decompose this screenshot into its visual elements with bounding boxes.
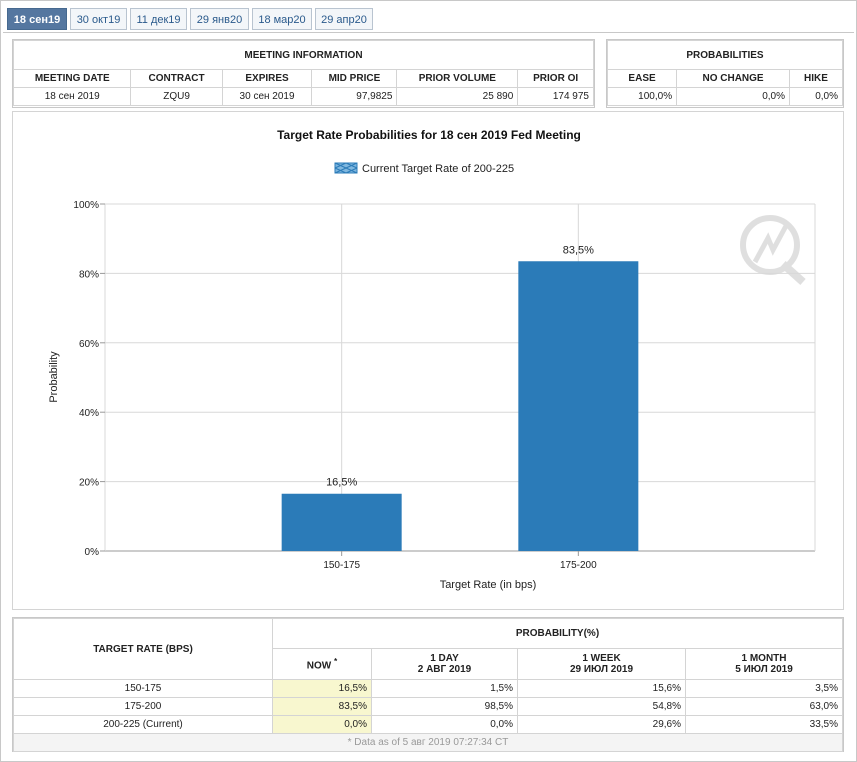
col-ease: EASE bbox=[606, 69, 678, 88]
col-1-month: 1 MONTH 5 ИЮЛ 2019 bbox=[685, 648, 843, 680]
target-rate-cell: 175-200 bbox=[13, 697, 273, 716]
tab-meeting-1[interactable]: 18 сен19 bbox=[7, 8, 67, 30]
one-day-cell: 1,5% bbox=[371, 679, 518, 698]
col-now: NOW * bbox=[272, 648, 372, 680]
col-now-label: NOW bbox=[306, 660, 332, 672]
y-tick-label: 80% bbox=[79, 269, 99, 280]
bar-series: 16,5% 83,5% bbox=[281, 244, 639, 551]
one-week-cell: 29,6% bbox=[517, 715, 686, 734]
target-rate-cell: 200-225 (Current) bbox=[13, 715, 273, 734]
bar-data-label: 16,5% bbox=[326, 477, 357, 489]
table-row: 150-175 16,5% 1,5% 15,6% 3,5% bbox=[13, 679, 843, 698]
probabilities-title: PROBABILITIES bbox=[607, 40, 843, 70]
col-1-week-date: 29 ИЮЛ 2019 bbox=[569, 664, 634, 675]
y-tick-label: 100% bbox=[73, 200, 99, 211]
probability-group-header: PROBABILITY(%) bbox=[272, 618, 843, 649]
chart-title: Target Rate Probabilities for 18 сен 201… bbox=[277, 128, 581, 142]
hike-value: 0,0% bbox=[789, 87, 843, 106]
col-target-rate: TARGET RATE (BPS) bbox=[13, 618, 273, 680]
col-prior-volume: PRIOR VOLUME bbox=[396, 69, 519, 88]
y-axis-label: Probability bbox=[48, 351, 60, 403]
col-expires: EXPIRES bbox=[221, 69, 313, 88]
no-change-value: 0,0% bbox=[676, 87, 790, 106]
one-month-cell: 33,5% bbox=[685, 715, 843, 734]
meeting-date-value: 18 сен 2019 bbox=[12, 87, 132, 106]
col-mid-price: MID PRICE bbox=[311, 69, 398, 88]
col-1-week-label: 1 WEEK bbox=[582, 653, 621, 664]
now-cell: 16,5% bbox=[272, 679, 372, 698]
expires-value: 30 сен 2019 bbox=[221, 87, 313, 106]
col-1-week: 1 WEEK 29 ИЮЛ 2019 bbox=[517, 648, 686, 680]
legend-label: Current Target Rate of 200-225 bbox=[362, 163, 514, 175]
col-meeting-date: MEETING DATE bbox=[12, 69, 132, 88]
legend[interactable]: Current Target Rate of 200-225 bbox=[334, 162, 514, 175]
watermark-logo bbox=[740, 215, 806, 285]
one-month-cell: 63,0% bbox=[685, 697, 843, 716]
one-week-cell: 15,6% bbox=[517, 679, 686, 698]
col-now-footnote-mark: * bbox=[333, 656, 338, 667]
chart-panel: Target Rate Probabilities for 18 сен 201… bbox=[12, 111, 844, 610]
one-month-cell: 3,5% bbox=[685, 679, 843, 698]
tab-meeting-2[interactable]: 30 окт19 bbox=[70, 8, 127, 30]
table-row: 200-225 (Current) 0,0% 0,0% 29,6% 33,5% bbox=[13, 715, 843, 734]
tab-underline bbox=[3, 32, 854, 33]
mid-price-value: 97,9825 bbox=[311, 87, 398, 106]
x-axis-label: Target Rate (in bps) bbox=[440, 579, 537, 591]
y-tick-label: 20% bbox=[79, 478, 99, 489]
prior-volume-value: 25 890 bbox=[396, 87, 519, 106]
col-1-month-label: 1 MONTH bbox=[741, 653, 787, 664]
prior-oi-value: 174 975 bbox=[517, 87, 594, 106]
y-tick-label: 40% bbox=[79, 408, 99, 419]
probabilities-panel: PROBABILITIES EASE NO CHANGE HIKE 100,0%… bbox=[606, 39, 844, 108]
ease-value: 100,0% bbox=[606, 87, 678, 106]
data-timestamp-note: * Data as of 5 авг 2019 07:27:34 CT bbox=[13, 733, 843, 752]
x-axis-ticks: 150-175 175-200 bbox=[323, 551, 597, 571]
bar-data-label: 83,5% bbox=[563, 244, 594, 256]
one-week-cell: 54,8% bbox=[517, 697, 686, 716]
col-hike: HIKE bbox=[789, 69, 843, 88]
bar-chart: Target Rate Probabilities for 18 сен 201… bbox=[48, 128, 816, 591]
meeting-info-title: MEETING INFORMATION bbox=[13, 40, 594, 70]
x-tick-label: 175-200 bbox=[560, 560, 597, 571]
contract-value: ZQU9 bbox=[130, 87, 223, 106]
col-1-day-date: 2 АВГ 2019 bbox=[417, 664, 472, 675]
now-cell: 83,5% bbox=[272, 697, 372, 716]
col-no-change: NO CHANGE bbox=[676, 69, 790, 88]
y-tick-label: 0% bbox=[85, 547, 100, 558]
legend-swatch-hatch bbox=[334, 162, 358, 174]
chart-grid bbox=[104, 203, 816, 552]
bar bbox=[281, 493, 402, 551]
probability-table-panel: TARGET RATE (BPS) PROBABILITY(%) NOW * 1… bbox=[12, 617, 844, 752]
y-axis-ticks: 0% 20% 40% 60% 80% 100% bbox=[73, 200, 105, 558]
bar bbox=[518, 261, 639, 551]
tab-meeting-4[interactable]: 29 янв20 bbox=[190, 8, 249, 30]
col-1-day-label: 1 DAY bbox=[430, 653, 459, 664]
meeting-info-panel: MEETING INFORMATION MEETING DATE CONTRAC… bbox=[12, 39, 595, 108]
table-row: 175-200 83,5% 98,5% 54,8% 63,0% bbox=[13, 697, 843, 716]
tab-meeting-5[interactable]: 18 мар20 bbox=[252, 8, 312, 30]
y-tick-label: 60% bbox=[79, 339, 99, 350]
now-cell: 0,0% bbox=[272, 715, 372, 734]
tab-meeting-3[interactable]: 11 дек19 bbox=[130, 8, 187, 30]
col-prior-oi: PRIOR OI bbox=[517, 69, 594, 88]
tab-meeting-6[interactable]: 29 апр20 bbox=[315, 8, 373, 30]
col-1-day: 1 DAY 2 АВГ 2019 bbox=[371, 648, 518, 680]
x-tick-label: 150-175 bbox=[323, 560, 360, 571]
one-day-cell: 0,0% bbox=[371, 715, 518, 734]
col-1-month-date: 5 ИЮЛ 2019 bbox=[735, 664, 793, 675]
col-contract: CONTRACT bbox=[130, 69, 223, 88]
one-day-cell: 98,5% bbox=[371, 697, 518, 716]
target-rate-cell: 150-175 bbox=[13, 679, 273, 698]
